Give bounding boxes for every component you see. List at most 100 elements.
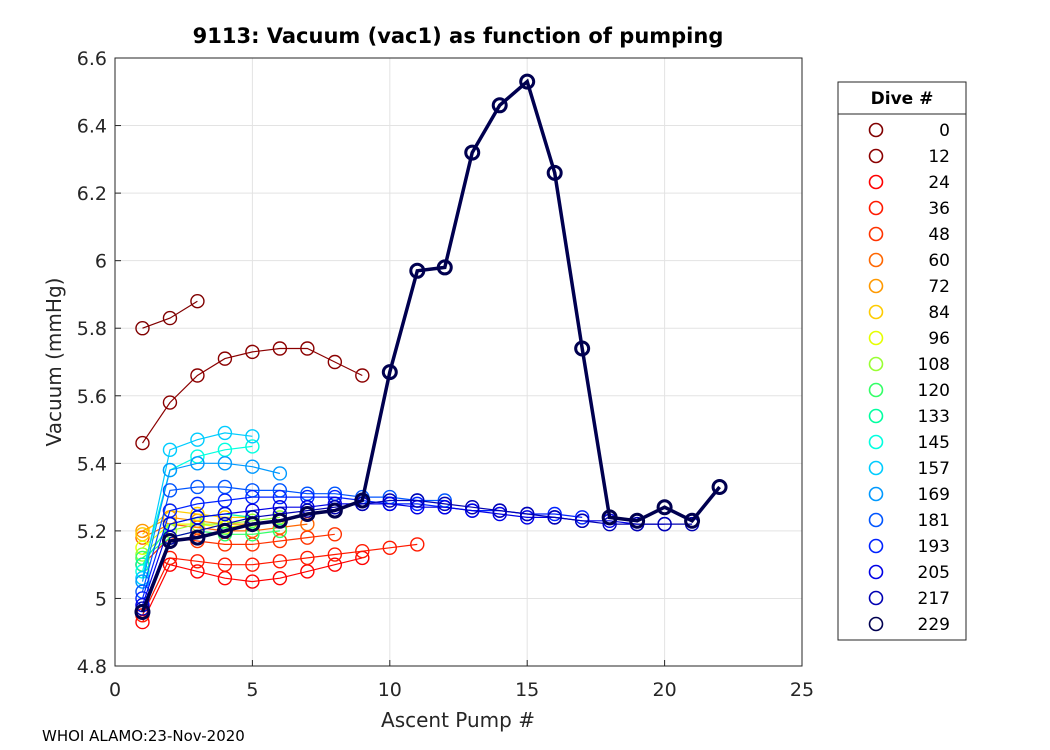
data-point: [272, 570, 288, 586]
data-point: [190, 564, 205, 579]
legend-label: 108: [918, 355, 950, 375]
data-point: [327, 557, 343, 572]
data-point: [190, 368, 205, 383]
series-line: [142, 347, 363, 444]
data-point: [245, 527, 260, 542]
series-dive-169: [135, 456, 288, 589]
data-point: [299, 506, 316, 522]
legend-entry: 108: [868, 355, 950, 375]
legend-entry: 217: [868, 589, 950, 609]
legend-label: 120: [918, 381, 950, 401]
legend-marker: [868, 252, 884, 268]
y-tick-label: 6.4: [77, 116, 107, 138]
legend-entry: 145: [868, 433, 950, 453]
data-point: [409, 262, 426, 279]
series-line: [141, 432, 253, 579]
data-point: [410, 496, 425, 512]
data-point: [437, 496, 452, 512]
y-tick-label: 6.6: [77, 48, 107, 70]
series-dive-229: [134, 73, 728, 620]
data-point: [327, 547, 343, 562]
x-tick-label: 25: [790, 679, 814, 701]
data-point: [217, 351, 233, 366]
data-point: [492, 503, 507, 518]
legend-entry: 36: [868, 199, 950, 219]
data-point: [190, 456, 205, 471]
legend-label: 48: [928, 225, 950, 245]
series-line: [141, 557, 363, 623]
data-point: [217, 456, 233, 471]
data-point: [162, 462, 178, 478]
data-point: [272, 489, 288, 505]
legend-marker: [868, 564, 884, 580]
legend-entry: 84: [868, 303, 950, 323]
data-point: [574, 510, 590, 525]
data-point: [272, 466, 288, 481]
legend-label: 157: [918, 459, 950, 479]
series-line: [142, 509, 253, 535]
legend-marker: [868, 278, 884, 294]
series-dive-24: [135, 550, 370, 630]
data-point: [437, 500, 452, 515]
legend-label: 0: [939, 121, 950, 141]
legend-label: 217: [918, 589, 950, 609]
y-tick-label: 5.8: [77, 318, 107, 340]
data-point: [190, 479, 205, 495]
data-point: [382, 496, 397, 512]
legend-entry: 181: [868, 511, 950, 531]
series-line: [141, 486, 445, 592]
legend-marker: [868, 512, 884, 528]
data-point: [189, 529, 206, 546]
legend-label: 193: [918, 537, 950, 557]
chart-title: 9113: Vacuum (vac1) as function of pumpi…: [193, 24, 724, 48]
legend-marker: [868, 356, 884, 372]
legend-label: 84: [928, 303, 950, 323]
data-point: [327, 527, 343, 542]
legend-entry: 12: [868, 147, 950, 167]
data-point: [492, 506, 507, 522]
series-dive-157: [135, 425, 260, 586]
data-point: [410, 493, 425, 508]
series-dive-0: [135, 294, 205, 336]
y-axis-label: Vacuum (mmHg): [42, 278, 66, 447]
legend-label: 205: [918, 563, 950, 583]
legend-label: 24: [928, 173, 950, 193]
data-point: [190, 294, 205, 309]
data-point: [601, 509, 618, 526]
data-point: [355, 368, 370, 383]
legend-entry: 24: [868, 173, 950, 193]
data-point: [217, 425, 233, 441]
data-point: [245, 439, 260, 454]
legend-label: 36: [928, 199, 950, 219]
data-point: [684, 512, 701, 529]
data-point: [300, 550, 315, 566]
x-axis-ticks: 0 5 10 15 20 25: [109, 660, 814, 701]
data-point: [272, 523, 288, 539]
data-point: [217, 506, 233, 522]
data-point: [355, 543, 370, 559]
footer-stamp: WHOI ALAMO:23-Nov-2020: [42, 727, 245, 745]
data-point: [244, 516, 261, 533]
data-point: [135, 574, 150, 589]
legend-marker: [868, 174, 884, 190]
legend-marker: [868, 434, 884, 450]
data-point: [657, 516, 672, 532]
data-point: [656, 499, 673, 516]
data-point: [162, 395, 178, 410]
plot-border: [114, 57, 803, 667]
y-tick-label: 5.2: [77, 521, 107, 543]
legend-entry: 72: [868, 277, 950, 297]
data-point: [465, 500, 480, 515]
y-tick-label: 5: [95, 588, 107, 610]
data-point: [327, 354, 343, 370]
legend-entry: 193: [868, 537, 950, 557]
plot-area: [115, 58, 802, 666]
data-point: [574, 340, 591, 357]
legend-marker: [868, 122, 884, 138]
legend-entry: 96: [868, 329, 950, 349]
legend-entry: 157: [868, 459, 950, 479]
y-tick-label: 6: [95, 251, 107, 273]
legend-label: 60: [928, 251, 950, 271]
data-point: [162, 483, 178, 498]
